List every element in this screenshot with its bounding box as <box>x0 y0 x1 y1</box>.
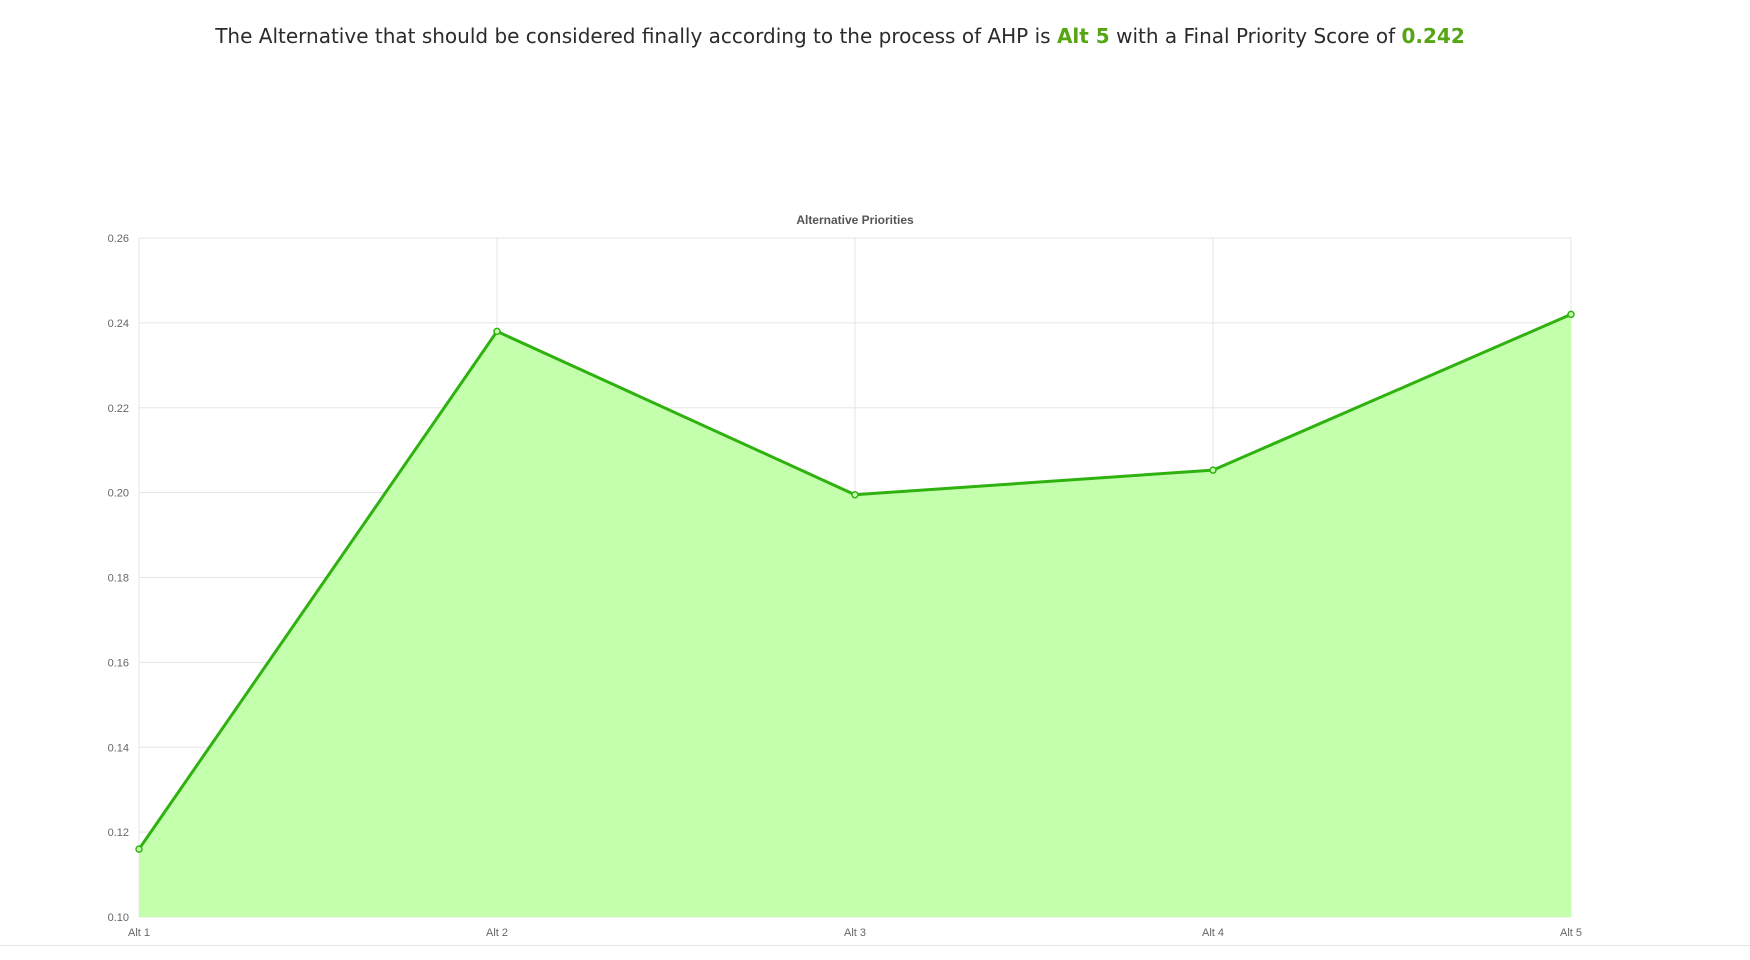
summary-middle: with a Final Priority Score of <box>1116 24 1396 48</box>
final-priority-score: 0.242 <box>1401 24 1465 48</box>
area-fill <box>139 314 1571 917</box>
data-points <box>135 310 1575 853</box>
data-point[interactable] <box>493 327 501 336</box>
data-point[interactable] <box>1209 466 1217 474</box>
data-point[interactable] <box>135 845 143 853</box>
divider <box>0 945 1750 946</box>
y-tick-label: 0.26 <box>108 233 129 245</box>
x-tick-label: Alt 1 <box>128 927 150 939</box>
y-tick-label: 0.14 <box>108 742 129 754</box>
x-tick-label: Alt 4 <box>1202 927 1224 939</box>
x-tick-label: Alt 2 <box>486 927 508 939</box>
summary-prefix: The Alternative that should be considere… <box>215 24 1051 48</box>
data-point[interactable] <box>1567 310 1575 319</box>
result-summary: The Alternative that should be considere… <box>0 24 1680 48</box>
data-point[interactable] <box>851 490 859 499</box>
chart-title: Alternative Priorities <box>796 213 914 227</box>
x-axis-labels: Alt 1 Alt 2 Alt 3 Alt 4 Alt 5 <box>128 927 1582 939</box>
y-tick-label: 0.12 <box>108 827 129 839</box>
y-tick-label: 0.10 <box>108 912 129 924</box>
y-tick-label: 0.16 <box>108 657 129 669</box>
y-tick-label: 0.20 <box>108 488 129 500</box>
y-tick-label: 0.18 <box>108 573 129 585</box>
best-alternative: Alt 5 <box>1056 24 1110 48</box>
y-tick-label: 0.24 <box>108 318 129 330</box>
x-tick-label: Alt 3 <box>844 927 866 939</box>
y-axis-labels: 0.10 0.12 0.14 0.16 0.18 0.20 0.22 0.24 0.26 <box>108 233 129 924</box>
y-tick-label: 0.22 <box>108 403 129 415</box>
x-tick-label: Alt 5 <box>1560 927 1582 939</box>
